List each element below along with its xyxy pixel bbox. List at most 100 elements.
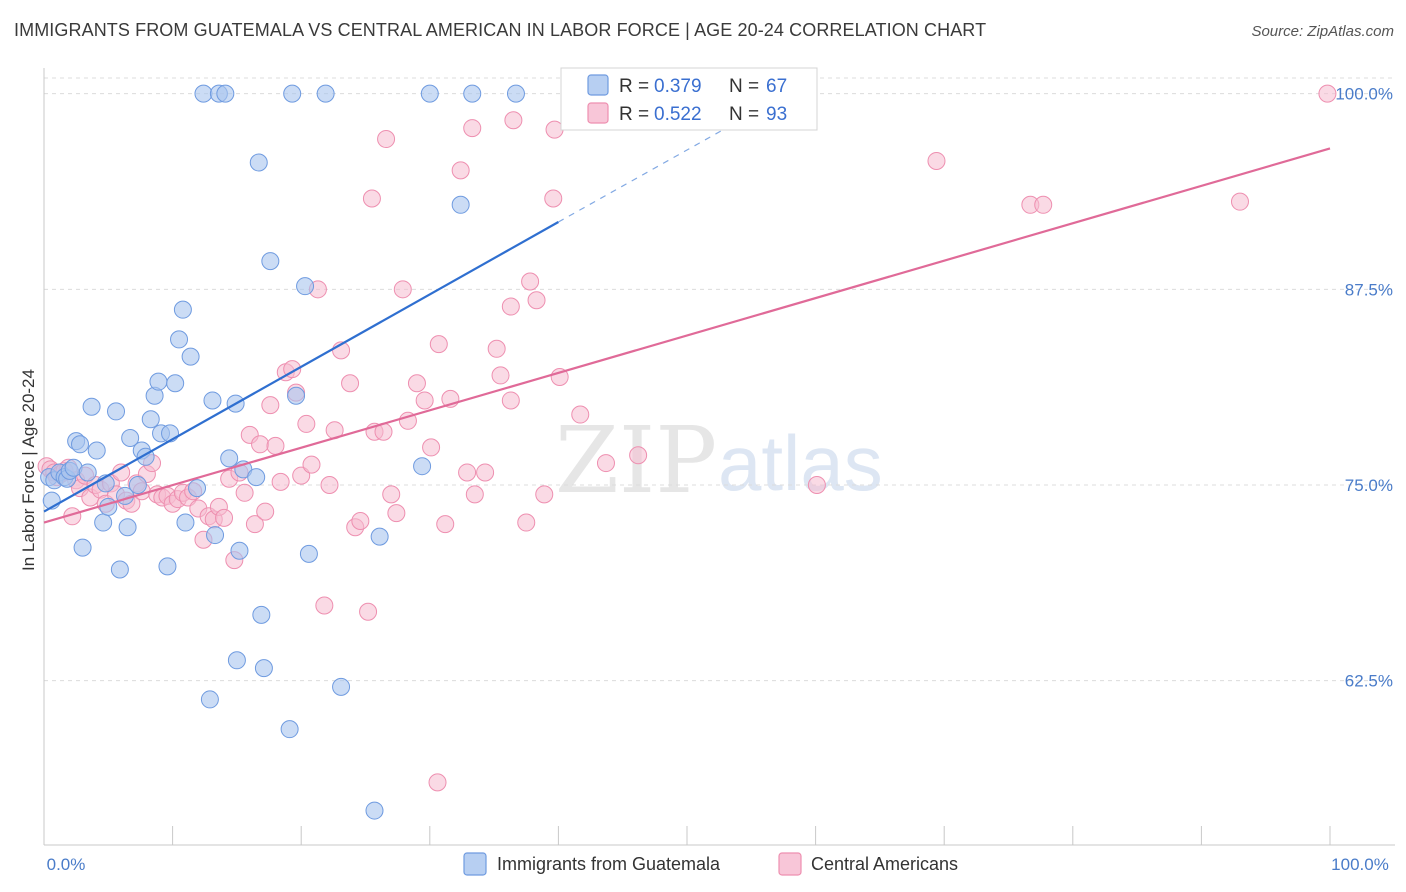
- point-guatemala-17: [107, 402, 126, 421]
- point-guatemala-60: [365, 801, 384, 820]
- point-guatemala-31: [166, 374, 185, 393]
- point-central-americans-60: [341, 374, 360, 393]
- point-central-americans-43: [245, 515, 264, 534]
- source-credit: Source: ZipAtlas.com: [1251, 23, 1394, 40]
- point-guatemala-62: [413, 457, 432, 476]
- point-guatemala-21: [121, 429, 140, 448]
- point-guatemala-9: [71, 435, 90, 454]
- point-guatemala-43: [220, 449, 239, 468]
- point-central-americans-81: [491, 366, 510, 385]
- point-central-americans-41: [235, 483, 254, 502]
- point-guatemala-46: [230, 541, 249, 560]
- point-guatemala-34: [176, 513, 195, 532]
- point-guatemala-52: [261, 252, 280, 271]
- point-central-americans-37: [215, 508, 234, 527]
- point-central-americans-99: [927, 151, 946, 170]
- point-central-americans-46: [261, 396, 280, 415]
- x-tick-label-0: 0.0%: [47, 855, 86, 874]
- point-central-americans-80: [487, 339, 506, 358]
- watermark: ZIP atlas: [555, 407, 883, 514]
- point-guatemala-64: [451, 195, 470, 214]
- point-central-americans-103: [501, 297, 520, 316]
- bottom-legend-swatch-blue: [463, 852, 487, 876]
- point-central-americans-70: [407, 374, 426, 393]
- point-guatemala-50: [252, 605, 271, 624]
- point-guatemala-29: [158, 557, 177, 576]
- bottom-legend-label-1: Central Americans: [811, 854, 958, 874]
- point-central-americans-84: [521, 272, 540, 291]
- point-central-americans-106: [629, 446, 648, 465]
- point-central-americans-83: [517, 513, 536, 532]
- point-guatemala-54: [283, 84, 302, 103]
- chart-title: IMMIGRANTS FROM GUATEMALA VS CENTRAL AME…: [14, 20, 987, 40]
- trend-lines: [43, 113, 1331, 524]
- point-central-americans-45: [256, 502, 275, 521]
- point-central-americans-76: [451, 161, 470, 180]
- point-central-americans-71: [415, 391, 434, 410]
- point-central-americans-56: [315, 596, 334, 615]
- point-central-americans-102: [1318, 84, 1337, 103]
- legend-n-value-0: 67: [766, 76, 787, 97]
- point-guatemala-20: [118, 518, 137, 537]
- y-tick-label-0: 62.5%: [1345, 672, 1393, 691]
- legend-swatch-pink: [587, 102, 609, 124]
- point-guatemala-25: [141, 410, 160, 429]
- point-central-americans-66: [382, 485, 401, 504]
- series-guatemala: [40, 84, 525, 820]
- grid-lines: 62.5% 75.0% 87.5% 100.0%: [44, 77, 1395, 691]
- point-guatemala-12: [82, 397, 101, 416]
- point-guatemala-66: [506, 84, 525, 103]
- y-tick-label-3: 100.0%: [1335, 85, 1393, 104]
- point-guatemala-57: [299, 544, 318, 563]
- point-guatemala-39: [203, 391, 222, 410]
- point-guatemala-58: [316, 84, 335, 103]
- point-guatemala-14: [94, 513, 113, 532]
- point-central-americans-68: [393, 280, 412, 299]
- point-guatemala-37: [194, 84, 213, 103]
- point-central-americans-104: [428, 773, 447, 792]
- point-guatemala-11: [78, 463, 97, 482]
- point-guatemala-36: [188, 479, 207, 498]
- x-tick-label-1: 100.0%: [1331, 855, 1389, 874]
- point-central-americans-57: [320, 475, 339, 494]
- legend-n-label-1: N =: [729, 104, 759, 125]
- point-guatemala-55: [287, 386, 306, 405]
- point-guatemala-38: [200, 690, 219, 709]
- point-central-americans-47: [266, 436, 285, 455]
- axes: [43, 68, 1395, 846]
- trend-line-central-americans: [43, 147, 1331, 524]
- trend-line-guatemala: [43, 221, 559, 513]
- trend-line-guatemala-extension: [558, 113, 752, 223]
- bottom-legend-swatch-pink: [778, 852, 802, 876]
- legend-r-value-1: 0.522: [654, 104, 702, 125]
- y-axis-label: In Labor Force | Age 20-24: [19, 369, 38, 571]
- legend-r-label-0: R =: [619, 76, 649, 97]
- point-guatemala-27: [149, 372, 168, 391]
- point-guatemala-16: [99, 497, 118, 516]
- y-tick-label-2: 87.5%: [1345, 280, 1393, 299]
- point-guatemala-42: [216, 84, 235, 103]
- y-tick-label-1: 75.0%: [1345, 476, 1393, 495]
- bottom-legend: Immigrants from Guatemala Central Americ…: [463, 852, 958, 876]
- point-central-americans-95: [463, 119, 482, 138]
- point-central-americans-54: [302, 455, 321, 474]
- point-central-americans-96: [504, 111, 523, 130]
- point-guatemala-51: [254, 659, 273, 678]
- point-central-americans-72: [422, 438, 441, 457]
- point-guatemala-30: [161, 424, 180, 443]
- axis-ticks: [43, 826, 1331, 845]
- point-guatemala-32: [170, 330, 189, 349]
- point-guatemala-10: [73, 538, 92, 557]
- point-guatemala-53: [280, 720, 299, 739]
- point-central-americans-78: [465, 485, 484, 504]
- point-central-americans-90: [596, 454, 615, 473]
- point-central-americans-82: [501, 391, 520, 410]
- point-guatemala-35: [181, 347, 200, 366]
- point-guatemala-33: [173, 300, 192, 319]
- point-guatemala-56: [296, 277, 315, 296]
- legend-n-value-1: 93: [766, 104, 787, 125]
- point-central-americans-105: [545, 120, 564, 139]
- point-guatemala-45: [227, 651, 246, 670]
- point-guatemala-61: [370, 527, 389, 546]
